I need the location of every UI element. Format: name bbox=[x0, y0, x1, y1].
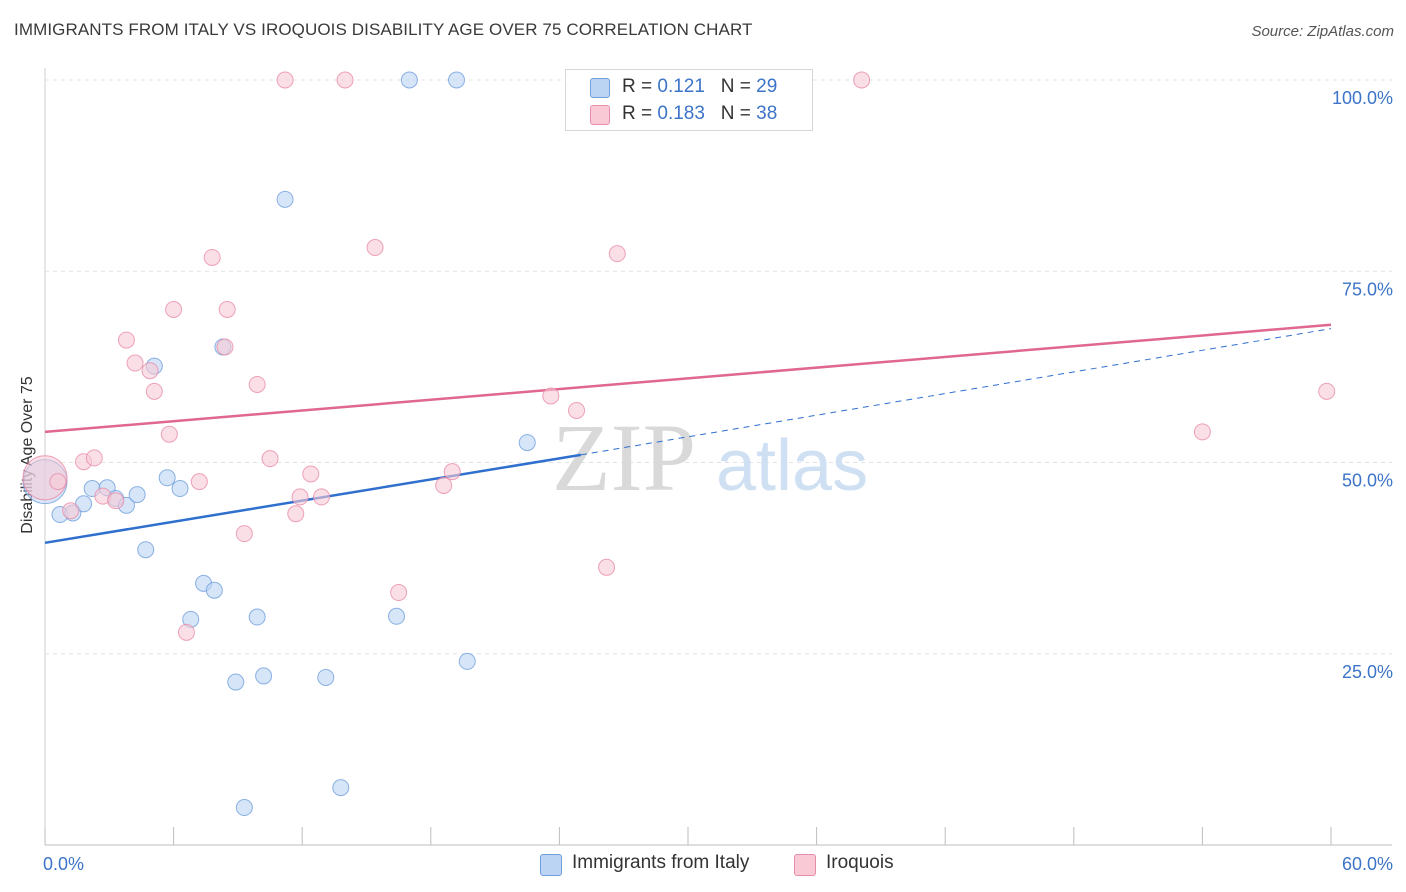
iroquois-point bbox=[568, 401, 586, 419]
iroquois-point bbox=[261, 450, 279, 468]
iroquois-point bbox=[117, 331, 135, 349]
iroquois-point bbox=[248, 375, 266, 393]
iroquois-point bbox=[1318, 382, 1336, 400]
iroquois-point bbox=[443, 463, 461, 481]
italy-point bbox=[332, 779, 350, 797]
series-label-italy: Immigrants from Italy bbox=[572, 852, 750, 873]
iroquois-point bbox=[218, 301, 236, 318]
iroquois-point bbox=[542, 387, 560, 405]
legend-swatch-iroquois bbox=[590, 105, 610, 125]
iroquois-point bbox=[598, 558, 616, 576]
legend-r-value: 0.121 bbox=[657, 76, 705, 97]
iroquois-point bbox=[203, 248, 221, 266]
italy-point bbox=[235, 799, 253, 817]
legend-r-label: R = bbox=[622, 76, 658, 97]
tick-labels: 25.0% 50.0% 75.0% 100.0% 0.0% 60.0% bbox=[43, 88, 1393, 874]
iroquois-point bbox=[853, 71, 871, 89]
italy-trend-extension bbox=[580, 328, 1332, 456]
chart-title: IMMIGRANTS FROM ITALY VS IROQUOIS DISABI… bbox=[14, 20, 753, 39]
iroquois-point bbox=[390, 584, 408, 602]
series-swatch-italy bbox=[540, 854, 562, 876]
iroquois-point bbox=[85, 449, 103, 467]
iroquois-point bbox=[62, 502, 80, 520]
watermark: ZIP atlas bbox=[552, 404, 868, 511]
italy-point bbox=[317, 668, 335, 686]
iroquois-point bbox=[177, 623, 195, 641]
y-tick-label: 50.0% bbox=[1342, 471, 1393, 491]
watermark-atlas: atlas bbox=[716, 426, 868, 506]
iroquois-point bbox=[276, 71, 294, 89]
italy-point bbox=[171, 480, 189, 498]
iroquois-point bbox=[1193, 423, 1211, 441]
grid-lines bbox=[45, 79, 1392, 655]
legend-swatch-italy bbox=[590, 78, 610, 98]
data-points bbox=[22, 71, 1336, 817]
italy-point bbox=[158, 469, 176, 487]
italy-point bbox=[518, 434, 536, 452]
iroquois-point bbox=[49, 473, 67, 491]
y-tick-label: 100.0% bbox=[1332, 88, 1393, 108]
italy-point bbox=[448, 71, 466, 89]
x-tick-label: 60.0% bbox=[1342, 854, 1393, 874]
italy-point bbox=[255, 667, 273, 685]
legend-n-label: N = bbox=[720, 76, 757, 97]
iroquois-point bbox=[435, 476, 453, 494]
iroquois-point bbox=[160, 425, 178, 443]
series-label-iroquois: Iroquois bbox=[826, 852, 894, 873]
legend-n-label: N = bbox=[720, 103, 757, 124]
legend-r-label: R = bbox=[622, 103, 658, 124]
iroquois-point bbox=[302, 465, 320, 483]
legend-r-value: 0.183 bbox=[657, 103, 705, 124]
source-label: Source: ZipAtlas.com bbox=[1251, 23, 1394, 40]
iroquois-point bbox=[165, 301, 183, 318]
watermark-zip: ZIP bbox=[552, 404, 696, 511]
y-tick-label: 75.0% bbox=[1342, 279, 1393, 299]
iroquois-point bbox=[216, 338, 234, 356]
italy-point bbox=[400, 71, 418, 89]
italy-point bbox=[388, 607, 406, 625]
correlation-legend: R = 0.121 N = 29 R = 0.183 N = 38 bbox=[565, 69, 813, 131]
x-tick-label: 0.0% bbox=[43, 854, 84, 874]
italy-point bbox=[205, 581, 223, 599]
trend-lines bbox=[44, 323, 1332, 545]
iroquois-point bbox=[287, 505, 305, 523]
series-swatch-iroquois bbox=[794, 854, 816, 876]
iroquois-point bbox=[366, 239, 384, 257]
iroquois-point bbox=[141, 362, 159, 380]
italy-point bbox=[128, 486, 146, 504]
iroquois-point bbox=[235, 525, 253, 543]
iroquois-point bbox=[312, 488, 330, 506]
iroquois-point bbox=[336, 71, 354, 89]
italy-point bbox=[227, 673, 245, 691]
iroquois-point bbox=[126, 354, 144, 372]
iroquois-point bbox=[190, 473, 208, 491]
italy-point bbox=[248, 608, 266, 626]
iroquois-point bbox=[145, 382, 163, 400]
italy-point bbox=[458, 652, 476, 670]
iroquois-point bbox=[107, 492, 125, 510]
iroquois-trend-line bbox=[44, 323, 1332, 434]
legend-n-value: 29 bbox=[756, 76, 778, 97]
italy-point bbox=[276, 190, 294, 208]
italy-trend-line bbox=[44, 453, 582, 545]
iroquois-point bbox=[291, 488, 309, 506]
iroquois-point bbox=[608, 245, 626, 263]
y-tick-label: 25.0% bbox=[1342, 662, 1393, 682]
italy-point bbox=[137, 541, 155, 559]
legend-n-value: 38 bbox=[756, 103, 778, 124]
